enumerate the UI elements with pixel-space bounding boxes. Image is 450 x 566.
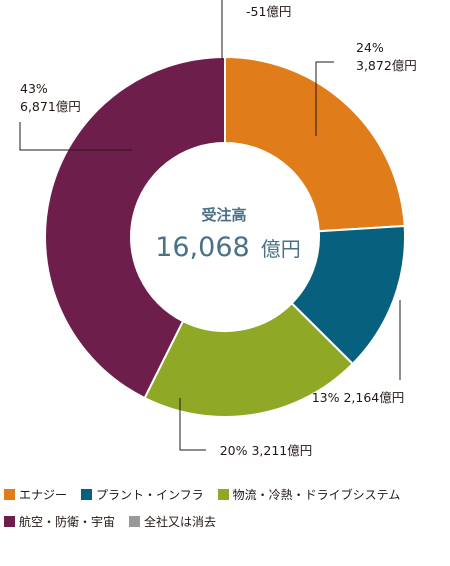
center-total: 16,068 億円 <box>155 232 301 263</box>
label-aerospace-percent: 43% <box>20 81 48 96</box>
donut-chart: -51億円 24% 3,872億円 13% 2,164億円 20% 3,211億円 43%… <box>19 0 417 458</box>
label-logistics-value: 20% 3,211億円 <box>220 443 313 458</box>
legend-label: エナジー <box>19 488 68 502</box>
leader-line-3 <box>179 398 206 451</box>
legend: エナジー プラント・インフラ 物流・冷熱・ドライブシステム 航空・防衛・宇宙 全社又は… <box>4 486 450 540</box>
legend-row: エナジー プラント・インフラ 物流・冷熱・ドライブシステム <box>4 486 450 503</box>
legend-label: 航空・防衛・宇宙 <box>19 515 116 529</box>
legend-swatch <box>81 489 93 500</box>
slice-3 <box>44 55 226 400</box>
label-energy-value: 3,872億円 <box>356 58 417 73</box>
legend-swatch <box>129 516 141 527</box>
segment-labels: -51億円 24% 3,872億円 13% 2,164億円 20% 3,211億円 43%… <box>20 4 417 458</box>
leader-line-1 <box>315 61 334 136</box>
legend-item: 航空・防衛・宇宙 <box>4 513 115 530</box>
legend-item: 物流・冷熱・ドライブシステム <box>217 486 401 503</box>
legend-row: 航空・防衛・宇宙 全社又は消去 <box>4 513 450 530</box>
leader-lines <box>19 0 401 451</box>
legend-label: 全社又は消去 <box>144 515 217 529</box>
legend-swatch <box>217 489 229 500</box>
label-corporate-value: -51億円 <box>246 4 291 19</box>
legend-swatch <box>4 489 15 500</box>
center-total-unit: 億円 <box>261 237 301 261</box>
label-plant-value: 13% 2,164億円 <box>312 390 405 405</box>
label-energy-percent: 24% <box>356 40 384 55</box>
label-aerospace-value: 6,871億円 <box>20 99 81 114</box>
center-total-value: 16,068 <box>155 232 249 263</box>
donut-slices <box>44 55 406 418</box>
legend-swatch <box>4 516 15 527</box>
slice-0 <box>224 55 406 233</box>
legend-item: 全社又は消去 <box>129 513 216 530</box>
slice-2 <box>143 301 355 418</box>
legend-label: 物流・冷熱・ドライブシステム <box>232 488 401 502</box>
legend-item: エナジー <box>4 486 67 503</box>
center-title: 受注高 <box>201 206 246 224</box>
legend-item: プラント・インフラ <box>81 486 204 503</box>
leader-line-4 <box>19 122 132 151</box>
legend-label: プラント・インフラ <box>96 488 204 502</box>
